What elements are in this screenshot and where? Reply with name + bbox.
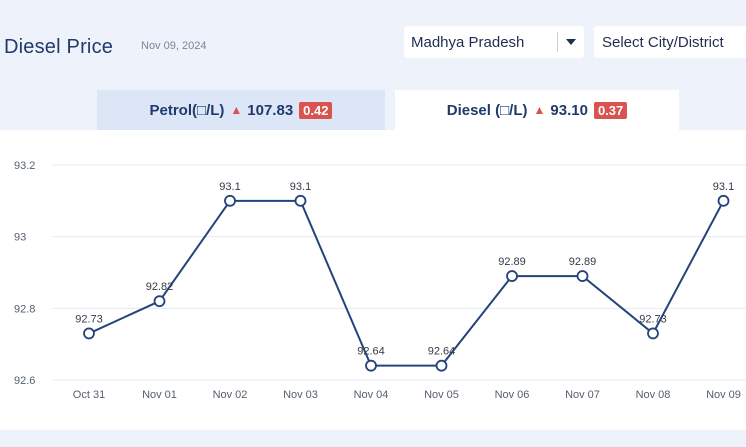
state-dropdown[interactable]: Madhya Pradesh (404, 26, 584, 58)
data-label: 92.64 (428, 346, 456, 358)
data-point (647, 327, 659, 340)
series-line (88, 199, 725, 367)
data-label: 92.73 (639, 313, 667, 325)
data-point (294, 194, 307, 207)
tab-diesel[interactable]: Diesel (□/L) ▲ 93.10 0.37 (395, 90, 679, 130)
x-tick-label: Nov 01 (142, 389, 177, 401)
tab-petrol-label: Petrol(□/L) (149, 101, 225, 119)
x-tick-label: Nov 03 (283, 389, 318, 401)
fuel-tabs: Petrol(□/L) ▲ 107.83 0.42 Diesel (□/L) ▲… (0, 90, 746, 130)
price-up-icon: ▲ (533, 103, 546, 117)
price-chart-panel: 93.2 93 92.8 92.6 Oct 31 Nov 01 Nov 02 Nov 03 No… (0, 130, 746, 430)
price-up-icon: ▲ (230, 103, 243, 117)
data-point (153, 295, 166, 308)
data-label: 92.73 (75, 313, 103, 325)
tab-petrol[interactable]: Petrol(□/L) ▲ 107.83 0.42 (97, 90, 385, 130)
data-point (506, 270, 518, 282)
data-label: 92.89 (569, 256, 597, 268)
tab-diesel-change-badge: 0.37 (593, 101, 628, 119)
tab-diesel-label: Diesel (□/L) (446, 101, 528, 119)
x-tick-label: Nov 05 (424, 389, 459, 401)
page-title: Diesel Price (4, 36, 114, 58)
x-tick-label: Nov 06 (495, 389, 530, 401)
x-tick-label: Nov 02 (213, 389, 248, 401)
price-line-chart: 93.2 93 92.8 92.6 Oct 31 Nov 01 Nov 02 Nov 03 No… (14, 160, 746, 401)
header: Diesel Price Nov 09, 2024 Madhya Pradesh… (0, 0, 746, 90)
data-point (576, 270, 589, 282)
tab-diesel-price: 93.10 (550, 101, 588, 119)
state-dropdown-value: Madhya Pradesh (411, 33, 525, 51)
data-point (224, 194, 236, 207)
city-dropdown-value: Select City/District (602, 33, 724, 51)
chevron-down-icon[interactable] (558, 39, 584, 45)
data-point (83, 327, 95, 340)
y-tick-label: 93 (14, 232, 26, 244)
data-point (717, 194, 730, 207)
x-tick-label: Nov 07 (565, 389, 600, 401)
price-date: Nov 09, 2024 (141, 40, 207, 52)
data-point (365, 359, 377, 372)
data-point (435, 359, 448, 372)
y-tick-label: 92.6 (14, 375, 35, 387)
data-label: 93.1 (219, 181, 240, 193)
tab-petrol-change-badge: 0.42 (299, 101, 333, 119)
y-tick-label: 92.8 (14, 303, 35, 315)
dropdown-separator (557, 32, 558, 52)
data-label: 93.1 (713, 181, 734, 193)
bottom-strip (0, 430, 746, 447)
data-label: 93.1 (290, 181, 311, 193)
data-label: 92.64 (357, 346, 385, 358)
data-label: 92.89 (498, 256, 526, 268)
y-tick-label: 93.2 (14, 160, 35, 172)
data-label: 92.82 (146, 281, 174, 293)
x-tick-label: Oct 31 (73, 389, 105, 401)
city-dropdown[interactable]: Select City/District (594, 26, 746, 58)
x-tick-label: Nov 04 (354, 389, 389, 401)
x-tick-label: Nov 08 (636, 389, 671, 401)
tab-petrol-price: 107.83 (247, 101, 294, 119)
x-tick-label: Nov 09 (706, 389, 741, 401)
